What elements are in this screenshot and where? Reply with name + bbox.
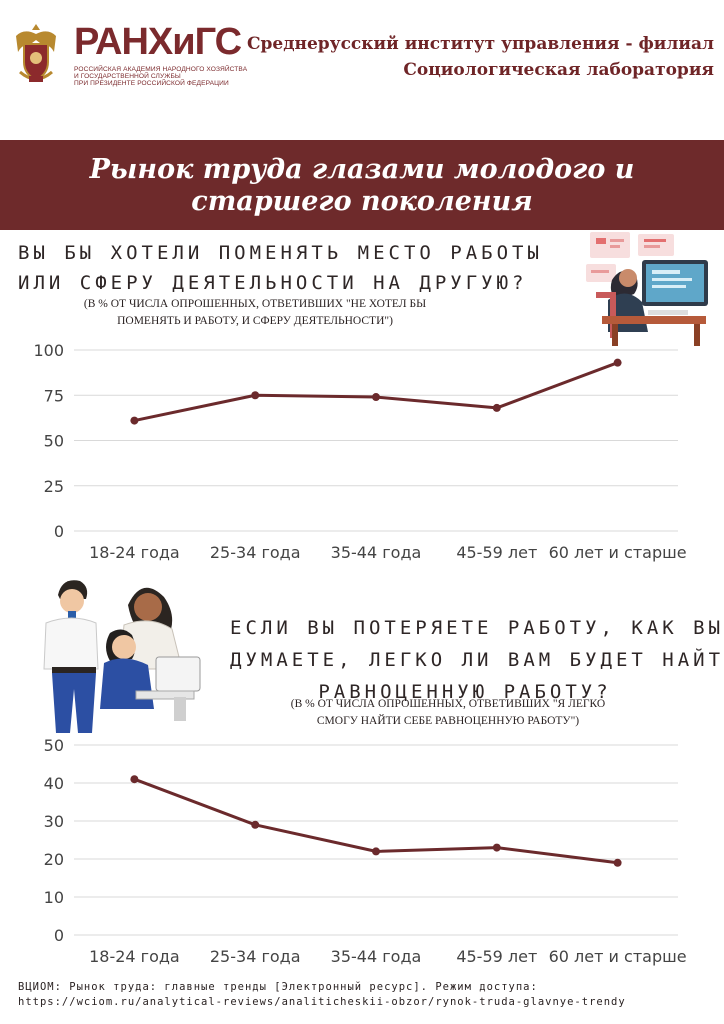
- question-title-line: ИЛИ СФЕРУ ДЕЯТЕЛЬНОСТИ НА ДРУГУЮ?: [18, 272, 528, 294]
- y-tick-label: 75: [44, 386, 64, 405]
- x-tick-label: 60 лет и старше: [549, 543, 687, 562]
- logo-subtitle-line: ПРИ ПРЕЗИДЕНТЕ РОССИЙСКОЙ ФЕДЕРАЦИИ: [74, 80, 229, 87]
- source-line: https://wciom.ru/analytical-reviews/anal…: [18, 996, 626, 1008]
- data-point: [372, 847, 380, 856]
- logo-subtitle-line: И ГОСУДАРСТВЕННОЙ СЛУЖБЫ: [74, 73, 181, 80]
- note-line: СМОГУ НАЙТИ СЕБЕ РАВНОЦЕННУЮ РАБОТУ"): [316, 715, 580, 727]
- data-point: [130, 775, 139, 784]
- data-point: [251, 391, 260, 400]
- title-banner: Рынок труда глазами молодого и старшего …: [0, 140, 724, 230]
- line-chart-job-change: 0 25 50 75 100 18-24 года 25-34 года 35-44 года…: [33, 341, 687, 562]
- question-2-title: ЕСЛИ ВЫ ПОТЕРЯЕТЕ РАБОТУ, КАК ВЫ ДУМАЕТЕ…: [230, 612, 724, 708]
- source-line: ВЦИОМ: Рынок труда: главные тренды [Элек…: [18, 981, 538, 993]
- y-tick-label: 0: [54, 926, 64, 945]
- question-title-line: ЕСЛИ ВЫ ПОТЕРЯЕТЕ РАБОТУ, КАК ВЫ: [230, 617, 724, 639]
- institute-name: Среднерусский институт управления - фили…: [246, 34, 714, 54]
- data-point: [613, 358, 622, 367]
- note-line: (В % ОТ ЧИСЛА ОПРОШЕННЫХ, ОТВЕТИВШИХ "Я …: [290, 698, 606, 710]
- x-tick-label: 60 лет и старше: [549, 947, 687, 966]
- y-tick-label: 30: [44, 812, 64, 831]
- x-tick-label: 18-24 года: [89, 947, 180, 966]
- data-point: [130, 416, 139, 425]
- y-tick-label: 0: [54, 522, 64, 541]
- line-chart-job-search: 0 10 20 30 40 50 18-24 года 25-34 года 35-44 год…: [44, 736, 687, 966]
- coat-of-arms-logo: [10, 22, 62, 86]
- logo-wordmark: РАНХиГС РОССИЙСКАЯ АКАДЕМИЯ НАРОДНОГО ХО…: [74, 22, 247, 88]
- y-tick-label: 10: [44, 888, 64, 907]
- logo-name: РАНХиГС: [74, 21, 242, 63]
- people-illustration: [38, 575, 208, 735]
- page-title: Рынок труда глазами молодого и старшего …: [0, 154, 724, 218]
- question-title-line: ДУМАЕТЕ, ЛЕГКО ЛИ ВАМ БУДЕТ НАЙТИ: [230, 649, 724, 671]
- logo-subtitle-line: РОССИЙСКАЯ АКАДЕМИЯ НАРОДНОГО ХОЗЯЙСТВА: [74, 66, 248, 73]
- question-1-note: (В % ОТ ЧИСЛА ОПРОШЕННЫХ, ОТВЕТИВШИХ "НЕ…: [60, 296, 450, 330]
- data-point: [492, 843, 501, 852]
- y-tick-label: 50: [44, 432, 64, 451]
- x-tick-label: 35-44 года: [331, 543, 422, 562]
- data-point: [613, 858, 622, 867]
- x-tick-label: 45-59 лет: [456, 543, 537, 562]
- x-tick-label: 45-59 лет: [456, 947, 537, 966]
- x-tick-label: 25-34 года: [210, 947, 301, 966]
- question-2-note: (В % ОТ ЧИСЛА ОПРОШЕННЫХ, ОТВЕТИВШИХ "Я …: [268, 696, 628, 730]
- series-line: [134, 361, 619, 423]
- y-tick-label: 40: [44, 774, 64, 793]
- y-tick-label: 50: [44, 736, 64, 755]
- x-tick-label: 25-34 года: [210, 543, 301, 562]
- office-worker-illustration: [582, 230, 712, 348]
- note-line: (В % ОТ ЧИСЛА ОПРОШЕННЫХ, ОТВЕТИВШИХ "НЕ…: [83, 298, 427, 310]
- question-title-line: РАВНОЦЕННУЮ РАБОТУ?: [318, 681, 612, 703]
- x-tick-label: 35-44 года: [331, 947, 422, 966]
- y-tick-label: 25: [44, 477, 64, 496]
- question-title-line: ВЫ БЫ ХОТЕЛИ ПОМЕНЯТЬ МЕСТО РАБОТЫ: [18, 242, 543, 264]
- lab-name: Социологическая лаборатория: [403, 60, 714, 80]
- note-line: ПОМЕНЯТЬ И РАБОТУ, И СФЕРУ ДЕЯТЕЛЬНОСТИ"…: [117, 315, 393, 327]
- data-point: [251, 820, 260, 829]
- data-point: [372, 393, 380, 402]
- page-title-line: старшего поколения: [191, 186, 533, 217]
- y-tick-label: 100: [33, 341, 64, 360]
- question-1-title: ВЫ БЫ ХОТЕЛИ ПОМЕНЯТЬ МЕСТО РАБОТЫ ИЛИ С…: [18, 238, 543, 298]
- y-tick-label: 20: [44, 850, 64, 869]
- x-tick-label: 18-24 года: [89, 543, 180, 562]
- source-citation: ВЦИОМ: Рынок труда: главные тренды [Элек…: [18, 980, 626, 1010]
- page-title-line: Рынок труда глазами молодого и: [89, 154, 635, 185]
- data-point: [492, 403, 501, 412]
